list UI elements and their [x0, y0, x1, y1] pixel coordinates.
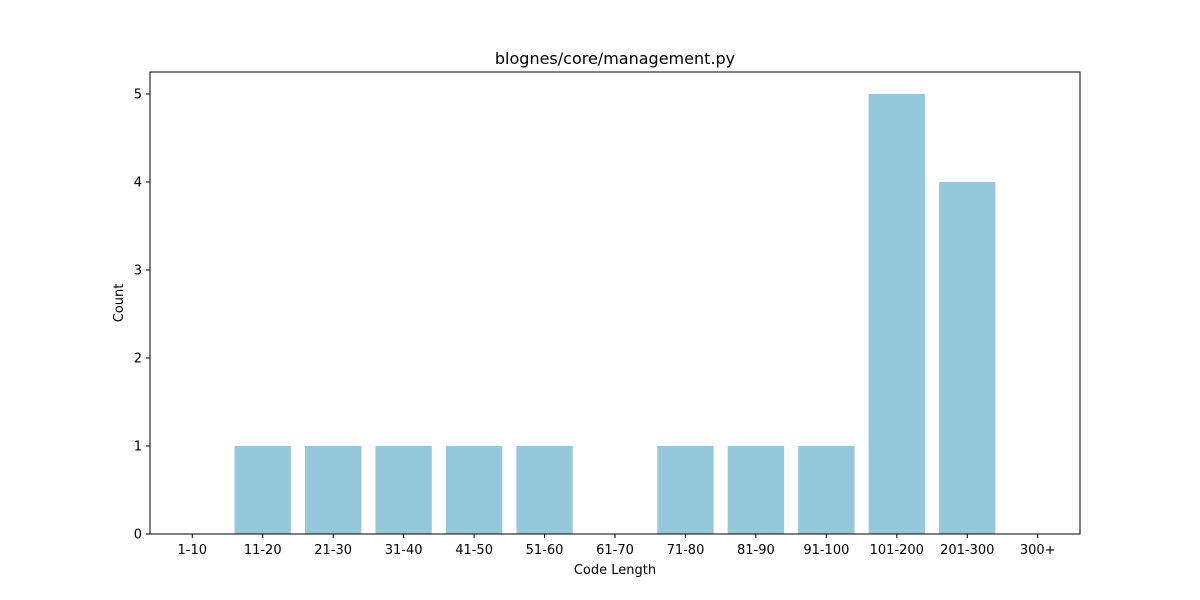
- x-tick-label: 31-40: [385, 543, 423, 558]
- y-axis-ticks: 0 1 2 3 4 5: [134, 88, 150, 543]
- x-tick-label: 101-200: [870, 543, 924, 558]
- bar-11-20: [234, 446, 291, 534]
- y-tick-label: 5: [134, 88, 142, 103]
- y-tick-label: 3: [134, 264, 142, 279]
- bar-201-300: [939, 182, 996, 534]
- bar-31-40: [375, 446, 432, 534]
- y-tick-label: 0: [134, 528, 142, 543]
- y-tick-label: 2: [134, 352, 142, 367]
- x-tick-label: 91-100: [803, 543, 849, 558]
- x-tick-label: 1-10: [178, 543, 208, 558]
- plot-frame: [149, 71, 1081, 535]
- bar-51-60: [516, 446, 573, 534]
- x-tick-label: 300+: [1020, 543, 1056, 558]
- x-axis-ticks: 1-10 11-20 21-30 31-40 41-50 51-60 61-70 71-80 8…: [178, 534, 1056, 558]
- x-tick-label: 41-50: [455, 543, 493, 558]
- y-axis-label: Count: [112, 284, 127, 323]
- bars-group: [234, 94, 996, 534]
- y-tick-label: 1: [134, 440, 142, 455]
- x-tick-label: 11-20: [244, 543, 282, 558]
- x-tick-label: 21-30: [314, 543, 352, 558]
- x-tick-label: 81-90: [737, 543, 775, 558]
- bar-71-80: [657, 446, 714, 534]
- x-tick-label: 71-80: [667, 543, 705, 558]
- bar-91-100: [798, 446, 855, 534]
- x-axis-label: Code Length: [574, 563, 656, 578]
- bar-21-30: [305, 446, 362, 534]
- bar-41-50: [445, 446, 503, 534]
- bar-81-90: [727, 446, 785, 534]
- x-tick-label: 61-70: [596, 543, 634, 558]
- y-tick-label: 4: [134, 176, 142, 191]
- bar-101-200: [868, 94, 925, 534]
- x-tick-label: 51-60: [526, 543, 564, 558]
- x-tick-label: 201-300: [940, 543, 994, 558]
- chart-title: blognes/core/management.py: [495, 49, 735, 68]
